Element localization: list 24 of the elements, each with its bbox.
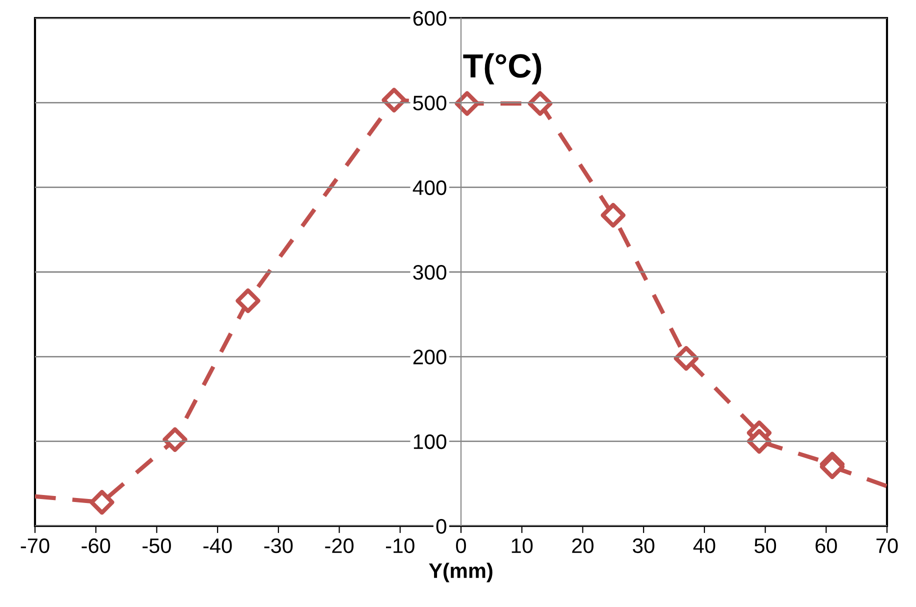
x-axis-title: Y(mm): [428, 562, 492, 582]
x-tick-label: -20: [325, 538, 354, 554]
y-tick-label: 100: [414, 434, 446, 450]
x-tick-label: -50: [142, 538, 171, 554]
x-tick-label: -40: [203, 538, 232, 554]
x-tick-label: 60: [816, 538, 837, 554]
x-tick-label: -10: [386, 538, 414, 554]
y-tick-label: 600: [413, 11, 446, 26]
x-tick-label: -70: [20, 538, 50, 554]
x-tick-label: 10: [512, 538, 533, 554]
y-tick-label: 200: [413, 350, 446, 364]
y-tick-label: 0: [436, 519, 446, 534]
y-tick-label: 400: [412, 180, 446, 196]
x-tick-label: 70: [876, 538, 898, 554]
x-tick-label: -30: [264, 538, 293, 554]
x-tick-label: 20: [572, 538, 594, 554]
x-tick-label: -60: [82, 538, 110, 554]
y-tick-label: 300: [413, 265, 446, 280]
x-tick-label: 40: [693, 538, 716, 554]
y-tick-label: 500: [413, 96, 446, 110]
x-tick-label: 30: [632, 538, 654, 554]
y-axis-title: T(°C): [463, 53, 542, 84]
x-tick-label: 0: [456, 538, 466, 554]
x-tick-label: 50: [754, 538, 776, 554]
